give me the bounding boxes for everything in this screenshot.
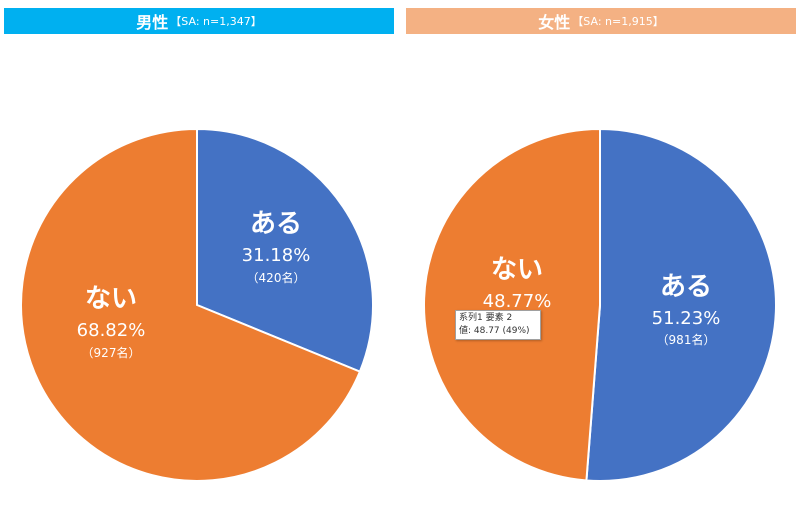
female-subtitle: 【SA: n=1,915】: [572, 15, 664, 28]
male-aru-percent: 31.18%: [242, 245, 311, 266]
tooltip-value-line: 値: 48.77 (49%): [459, 326, 530, 336]
male-nai-label: ない: [85, 284, 137, 314]
male-slice-aru[interactable]: [196, 127, 374, 373]
male-nai-count: （927名）: [82, 345, 141, 360]
female-title: 女性: [538, 13, 571, 32]
male-title: 男性: [136, 13, 169, 32]
tooltip-series-line: 系列1 要素 2: [459, 313, 513, 323]
female-aru-label: ある: [660, 272, 712, 302]
male-aru-count: （420名）: [247, 270, 306, 285]
female-pie-chart: ある 51.23% （981名） ない 48.77%: [423, 127, 777, 482]
female-nai-label: ない: [491, 255, 543, 285]
female-chart-header: 女性 【SA: n=1,915】: [406, 8, 796, 34]
slice-tooltip: 系列1 要素 2 値: 48.77 (49%): [455, 310, 541, 340]
male-pie-chart: ある 31.18% （420名） ない 68.82% （927名）: [20, 127, 374, 482]
female-slice-nai[interactable]: [423, 127, 601, 482]
male-chart-header: 男性 【SA: n=1,347】: [4, 8, 394, 34]
male-subtitle: 【SA: n=1,347】: [170, 15, 262, 28]
female-aru-count: （981名）: [657, 332, 716, 347]
male-slice-nai[interactable]: [20, 127, 362, 482]
female-nai-percent: 48.77%: [483, 291, 552, 312]
male-aru-label: ある: [250, 209, 302, 239]
female-aru-percent: 51.23%: [652, 308, 721, 329]
female-slice-aru[interactable]: [585, 127, 777, 482]
male-nai-percent: 68.82%: [77, 320, 146, 341]
